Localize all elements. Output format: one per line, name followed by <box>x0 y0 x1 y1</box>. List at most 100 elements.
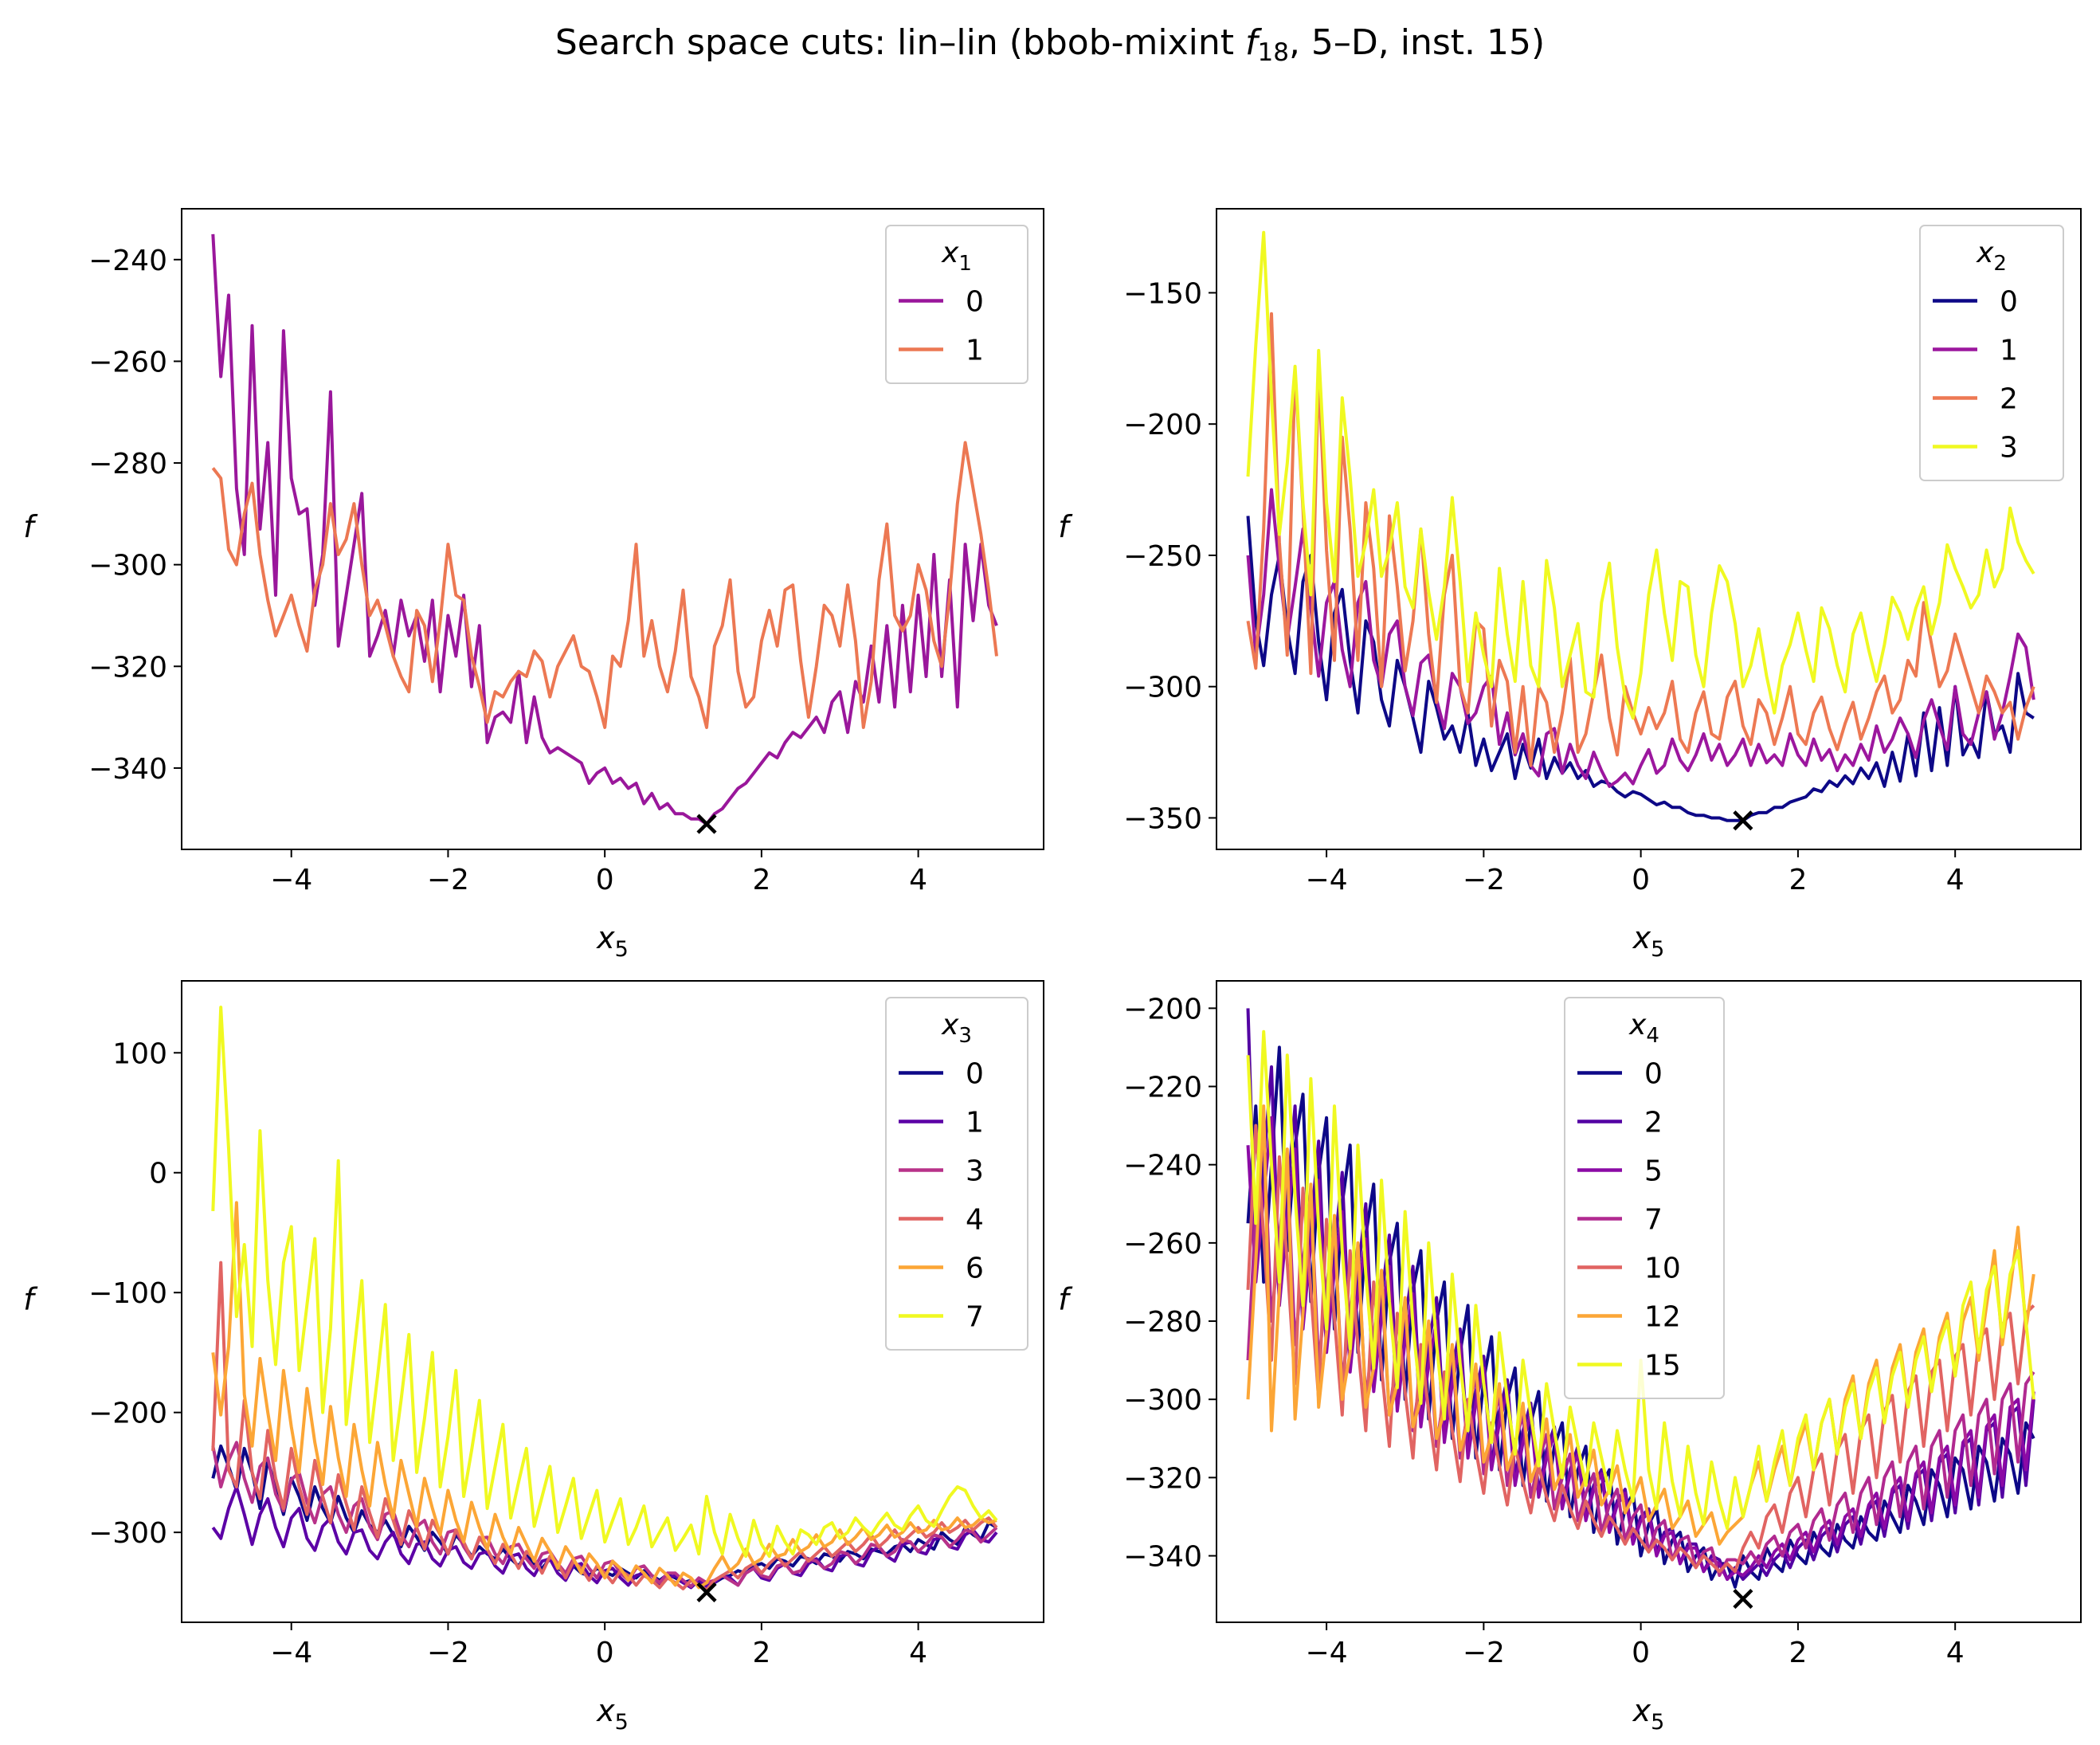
figure-title: Search space cuts: lin–lin (bbob-mixint … <box>0 21 2100 65</box>
legend-label-3: 3 <box>966 1155 984 1188</box>
legend-label-1: 1 <box>966 335 984 367</box>
axes-frame <box>1216 980 2082 1623</box>
x-tick-label: 4 <box>909 1637 927 1669</box>
legend-label-0: 0 <box>2000 286 2018 319</box>
figure-title-f: f <box>1244 22 1258 63</box>
x-tick-label: −2 <box>1463 1637 1505 1669</box>
x-tick-label: 0 <box>596 1637 614 1669</box>
optimum-marker <box>696 814 717 834</box>
y-tick-label: −100 <box>88 1277 167 1310</box>
x-tick-label: −4 <box>1306 864 1348 896</box>
y-tick-label: −280 <box>88 448 167 480</box>
series-line-6 <box>211 1201 997 1590</box>
x-tick-label: 2 <box>1789 864 1807 896</box>
series-group <box>211 1006 998 1593</box>
legend-label-1: 1 <box>2000 335 2018 367</box>
series-line-3 <box>211 1441 998 1588</box>
x-tick-label: 2 <box>752 1637 770 1669</box>
y-tick-label: −200 <box>1123 993 1202 1025</box>
legend-label-2: 2 <box>1644 1107 1663 1139</box>
legend-label-15: 15 <box>1644 1350 1681 1382</box>
x-tick-label: 0 <box>596 864 614 896</box>
series-line-2 <box>1246 312 2035 767</box>
legend-label-0: 0 <box>1644 1058 1663 1091</box>
series-line-10 <box>1246 1123 2035 1574</box>
legend-label-6: 6 <box>966 1253 984 1285</box>
y-axis-label: f <box>1058 1282 1073 1317</box>
x-axis-label: x5 <box>596 920 629 962</box>
figure-title-suffix: , 5–D, inst. 15) <box>1288 22 1546 63</box>
legend-label-5: 5 <box>1644 1155 1663 1188</box>
y-tick-label: −300 <box>88 550 167 582</box>
y-axis-label: f <box>23 509 38 544</box>
legend-box <box>885 225 1028 384</box>
legend-label-0: 0 <box>966 1058 984 1091</box>
legend-label-10: 10 <box>1644 1253 1681 1285</box>
figure-title-subscript: 18 <box>1257 38 1289 67</box>
y-tick-label: 100 <box>112 1037 167 1070</box>
figure-title-prefix: Search space cuts: lin–lin (bbob-mixint <box>554 22 1245 63</box>
legend-label-2: 2 <box>2000 383 2018 416</box>
x-tick-label: −2 <box>427 864 469 896</box>
legend-title: x1 <box>941 237 972 276</box>
legend-label-0: 0 <box>966 286 984 319</box>
series-line-1 <box>1246 488 2035 788</box>
series-group <box>1246 1008 2035 1589</box>
legend-title: x3 <box>941 1009 972 1048</box>
y-tick-label: −280 <box>1123 1306 1202 1339</box>
x-tick-label: 4 <box>1946 1637 1965 1669</box>
x-tick-label: 2 <box>1789 1637 1807 1669</box>
x-axis-label: x5 <box>1632 1693 1665 1735</box>
legend-label-4: 4 <box>966 1204 984 1237</box>
subplot-4: −4 −2 0 2 4 −340 −320 −300 −280 −260 −240 −220 −200 x… <box>1058 980 2082 1735</box>
series-group <box>211 233 998 826</box>
x-tick-label: −4 <box>270 1637 312 1669</box>
legend-label-1: 1 <box>966 1107 984 1139</box>
x-tick-label: −4 <box>1306 1637 1348 1669</box>
x-tick-label: 0 <box>1632 1637 1650 1669</box>
legend-box <box>1919 225 2064 481</box>
legend-label-3: 3 <box>2000 432 2018 465</box>
y-tick-label: 0 <box>149 1158 167 1190</box>
legend-label-12: 12 <box>1644 1301 1681 1334</box>
series-line-1 <box>211 1485 998 1590</box>
subplot-1: −4 −2 0 2 4 −340 −320 −300 −280 −260 −240 x5 f x1 0 1 <box>23 208 1044 962</box>
y-tick-label: −320 <box>1123 1462 1202 1495</box>
series-line-1 <box>211 441 998 729</box>
y-axis-label: f <box>23 1282 38 1317</box>
y-tick-label: −340 <box>88 753 167 786</box>
legend: x2 0 1 2 3 <box>1919 225 2064 481</box>
x-tick-label: −2 <box>427 1637 469 1669</box>
y-tick-label: −350 <box>1123 802 1202 835</box>
y-tick-label: −300 <box>88 1517 167 1550</box>
legend: x4 0 2 5 7 10 12 15 <box>1564 997 1725 1399</box>
legend-title: x2 <box>1976 237 2007 276</box>
axes-frame <box>181 208 1044 850</box>
y-tick-label: −220 <box>1123 1072 1202 1104</box>
y-tick-label: −250 <box>1123 540 1202 573</box>
y-tick-label: −200 <box>1123 409 1202 441</box>
y-tick-label: −240 <box>88 245 167 277</box>
legend-title: x4 <box>1628 1009 1659 1048</box>
series-line-4 <box>211 1261 998 1592</box>
optimum-marker <box>1733 1588 1753 1610</box>
y-tick-label: −240 <box>1123 1150 1202 1182</box>
optimum-marker <box>1733 810 1753 831</box>
series-group <box>1246 230 2035 822</box>
x-axis-label: x5 <box>596 1693 629 1735</box>
y-axis-label: f <box>1058 509 1073 544</box>
axes-frame <box>181 980 1044 1623</box>
x-axis-label: x5 <box>1632 920 1665 962</box>
optimum-marker <box>696 1582 717 1602</box>
legend: x3 0 1 3 4 6 7 <box>885 997 1028 1351</box>
axes-frame <box>1216 208 2082 850</box>
legend: x1 0 1 <box>885 225 1028 384</box>
y-tick-label: −150 <box>1123 277 1202 310</box>
series-line-7 <box>211 1006 998 1559</box>
legend-label-7: 7 <box>966 1301 984 1334</box>
x-tick-label: 0 <box>1632 864 1650 896</box>
x-tick-label: 4 <box>909 864 927 896</box>
x-tick-label: 4 <box>1946 864 1965 896</box>
series-line-3 <box>1246 230 2035 720</box>
